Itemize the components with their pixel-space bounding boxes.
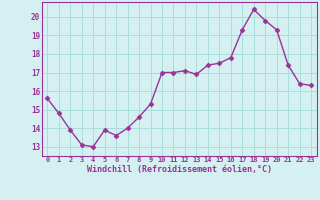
X-axis label: Windchill (Refroidissement éolien,°C): Windchill (Refroidissement éolien,°C): [87, 165, 272, 174]
